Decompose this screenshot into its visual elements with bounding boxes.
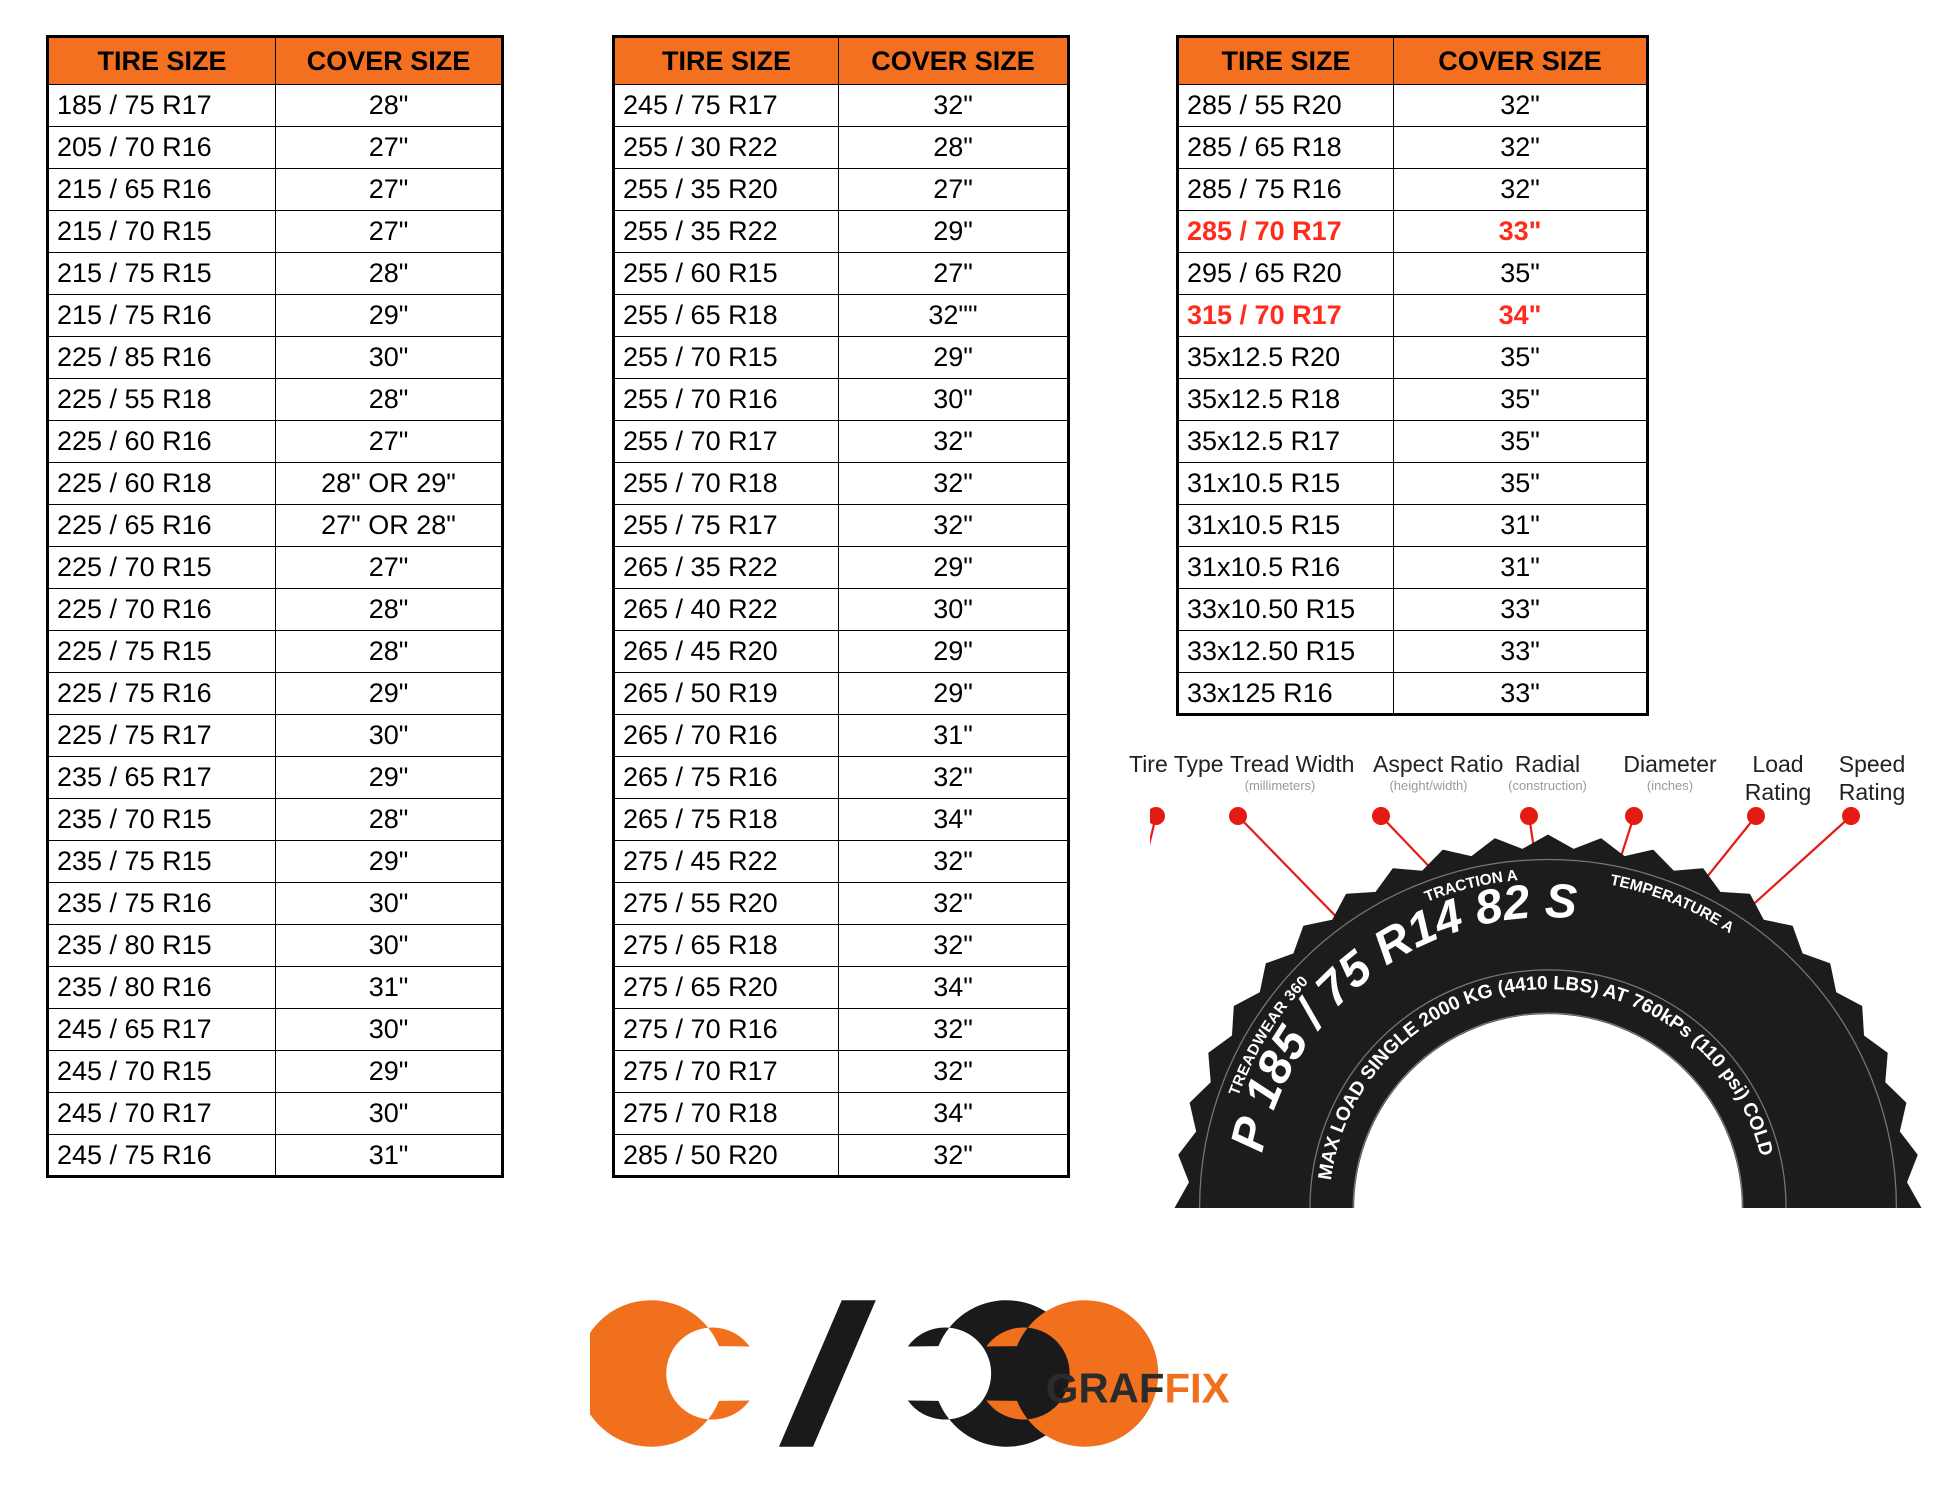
svg-text:GRAFFIX: GRAFFIX [1046,1364,1230,1411]
